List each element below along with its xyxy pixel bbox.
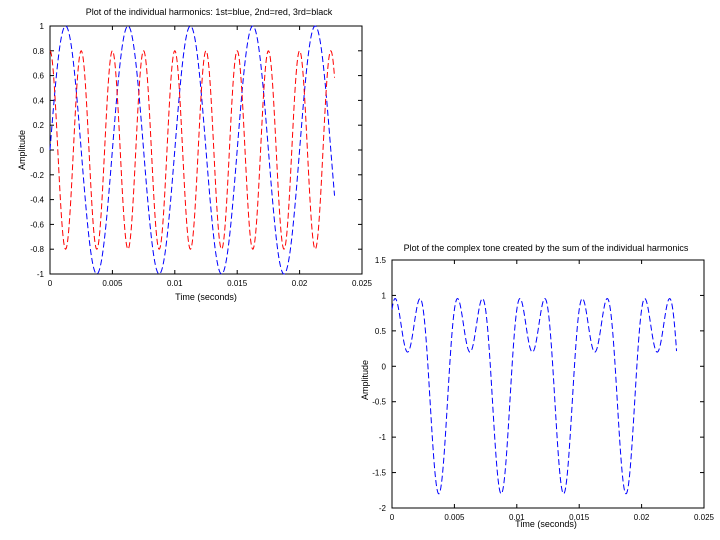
chart2-title: Plot of the complex tone created by the … (404, 243, 689, 253)
chart-complex-tone: Plot of the complex tone created by the … (360, 243, 715, 529)
chart2-x-axis-label: Time (seconds) (515, 519, 577, 529)
chart2-y-tick-label: 0 (382, 362, 387, 371)
chart1-title: Plot of the individual harmonics: 1st=bl… (86, 7, 333, 17)
chart2-series-line-0 (391, 297, 678, 495)
chart1-x-tick-label: 0.015 (227, 279, 248, 288)
chart2-series-group (391, 297, 678, 495)
chart1-series-group (49, 25, 336, 275)
chart2-y-ticks: -2 -1.5 -1 -0.5 0 0.5 1 1.5 (372, 256, 704, 513)
chart1-y-tick-label: -0.8 (30, 245, 44, 254)
chart1-x-tick-label: 0 (48, 279, 53, 288)
chart1-x-axis-label: Time (seconds) (175, 292, 237, 302)
chart2-plot-area (391, 259, 705, 509)
chart2-x-tick-label: 0.025 (694, 513, 715, 522)
chart1-plot-area (49, 25, 363, 275)
chart-individual-harmonics: Plot of the individual harmonics: 1st=bl… (17, 7, 373, 302)
chart1-y-tick-label: -0.2 (30, 171, 44, 180)
chart1-y-tick-label: 0.2 (33, 121, 45, 130)
chart2-y-tick-label: -0.5 (372, 398, 386, 407)
chart1-y-tick-label: -0.6 (30, 220, 44, 229)
chart1-x-tick-label: 0.02 (292, 279, 308, 288)
chart2-x-tick-label: 0.015 (569, 513, 590, 522)
chart1-y-tick-label: -1 (37, 270, 45, 279)
chart1-y-tick-label: 1 (40, 22, 45, 31)
chart2-y-tick-label: 1.5 (375, 256, 387, 265)
chart1-y-tick-label: 0.4 (33, 96, 45, 105)
chart2-x-tick-label: 0.01 (509, 513, 525, 522)
chart1-y-axis-label: Amplitude (17, 130, 27, 170)
chart2-y-tick-label: -1.5 (372, 469, 386, 478)
chart2-y-axis-label: Amplitude (360, 360, 370, 400)
chart1-x-ticks: 0 0.005 0.01 0.015 0.02 0.025 (48, 26, 373, 288)
chart2-y-tick-label: -2 (379, 504, 387, 513)
chart2-y-tick-label: 1 (382, 291, 387, 300)
chart2-y-tick-label: 0.5 (375, 327, 387, 336)
chart1-series-line-1 (49, 50, 336, 250)
chart1-y-tick-label: -0.4 (30, 196, 44, 205)
chart2-x-tick-label: 0 (390, 513, 395, 522)
chart1-y-tick-label: 0.8 (33, 47, 45, 56)
chart1-y-tick-label: 0 (40, 146, 45, 155)
chart2-x-tick-label: 0.02 (634, 513, 650, 522)
chart1-x-tick-label: 0.005 (102, 279, 123, 288)
chart2-x-tick-label: 0.005 (444, 513, 465, 522)
chart2-y-tick-label: -1 (379, 433, 387, 442)
chart1-x-tick-label: 0.01 (167, 279, 183, 288)
chart1-y-ticks: -1 -0.8 -0.6 -0.4 -0.2 0 0.2 0.4 0.6 0.8 1 (30, 22, 362, 279)
chart2-x-ticks: 0 0.005 0.01 0.015 0.02 0.025 (390, 260, 715, 522)
chart1-x-tick-label: 0.025 (352, 279, 373, 288)
chart1-series-line-0 (49, 25, 336, 275)
chart1-y-tick-label: 0.6 (33, 72, 45, 81)
